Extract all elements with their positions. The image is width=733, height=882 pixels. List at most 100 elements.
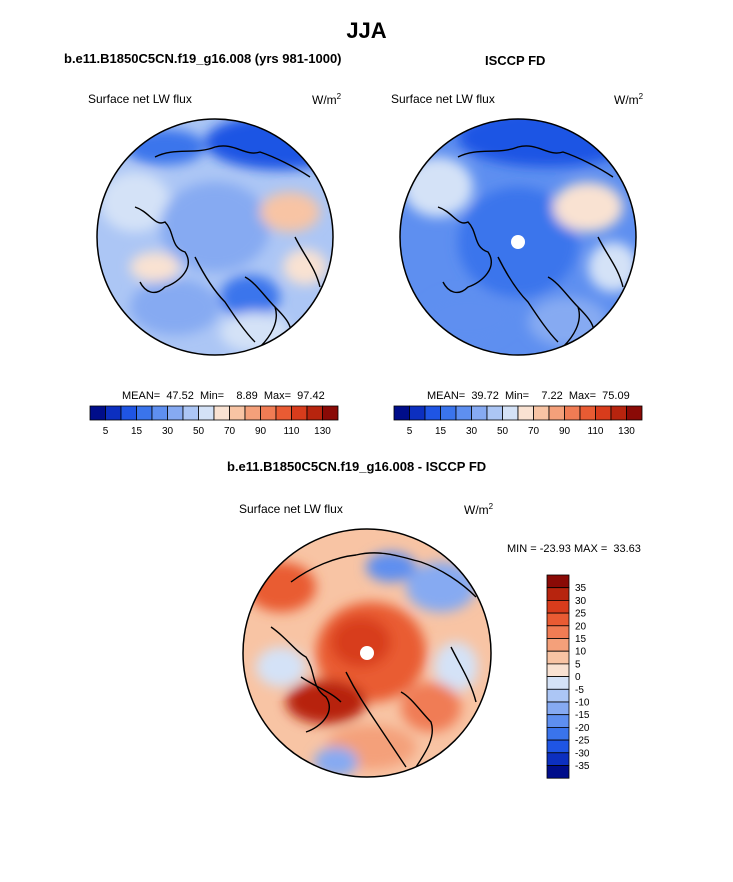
colorbar-box [393, 405, 410, 421]
panel-1-stats: MEAN= 47.52 Min= 8.89 Max= 97.42 [122, 390, 325, 402]
panel-1-units: W/m2 [312, 92, 342, 107]
colorbar-tick-label: 10 [575, 647, 587, 658]
diff-panel-variable: Surface net LW flux [239, 502, 343, 516]
colorbar-box [89, 405, 106, 421]
colorbar-tick-label: -20 [575, 723, 590, 734]
colorbar-tick-label: -25 [575, 736, 590, 747]
panel-1-title: b.e11.B1850C5CN.f19_g16.008 (yrs 981-100… [64, 51, 342, 66]
diff-panel-title: b.e11.B1850C5CN.f19_g16.008 - ISCCP FD [227, 459, 487, 474]
map-1-boundary [96, 118, 334, 356]
panel-2-units: W/m2 [614, 92, 644, 107]
diff-panel-map [242, 528, 492, 778]
panel-2-title: ISCCP FD [485, 53, 546, 68]
colorbar-box [546, 663, 570, 678]
colorbar-tick-label: 130 [618, 426, 635, 437]
colorbar-tick-label: 0 [575, 672, 581, 683]
colorbar-tick-label: 15 [131, 426, 143, 437]
colorbar-box [546, 574, 570, 589]
colorbar-box [626, 405, 643, 421]
colorbar-box [260, 405, 277, 421]
colorbar-box [167, 405, 184, 421]
colorbar-tick-label: -30 [575, 748, 590, 759]
diff-map-region-bering-cool [366, 552, 416, 582]
colorbar-box [610, 405, 627, 421]
map-2-boundary [399, 118, 637, 356]
colorbar-tick-label: 70 [528, 426, 540, 437]
map-1-region-greenland-sea [220, 275, 280, 319]
colorbar-box [409, 405, 426, 421]
colorbar-tick-label: 130 [314, 426, 331, 437]
diff-map-region-north-pacific-cool [406, 562, 476, 612]
colorbar-tick-label: 15 [575, 634, 587, 645]
colorbar-tick-label: 70 [224, 426, 236, 437]
map-1-region-alaska-warm [260, 192, 320, 232]
map-1-region-arctic-ocean [160, 182, 270, 272]
map-1-region-north-atlantic [220, 312, 290, 352]
colorbar-box [546, 638, 570, 652]
panel-2-variable: Surface net LW flux [391, 92, 495, 106]
panel-1-colorbar: 5 15 30 50 70 90 110 130 [89, 405, 339, 437]
colorbar-tick-label: 20 [575, 621, 587, 632]
colorbar-box [546, 650, 570, 665]
colorbar-tick-label: 25 [575, 609, 587, 620]
panel-2-map [399, 118, 637, 356]
colorbar-tick-label: -5 [575, 685, 584, 696]
colorbar-box [213, 405, 230, 421]
colorbar-box [455, 405, 472, 421]
colorbar-box [546, 612, 570, 627]
colorbar-box [548, 405, 565, 421]
colorbar-tick-label: 50 [497, 426, 509, 437]
colorbar-box [136, 405, 153, 421]
diff-map-region-east-siberia [246, 562, 316, 612]
colorbar-box [306, 405, 323, 421]
panel-1-map [96, 118, 334, 356]
map-2-region-north-atlantic [528, 297, 608, 347]
map-2-coastlines [437, 145, 624, 348]
map-1-coastlines [134, 145, 321, 348]
colorbar-box [198, 405, 215, 421]
colorbar-box [244, 405, 261, 421]
map-2-region-alaska [553, 182, 623, 232]
colorbar-box [517, 405, 534, 421]
colorbar-tick-label: 15 [435, 426, 447, 437]
colorbar-tick-label: 35 [575, 583, 587, 594]
colorbar-tick-label: 90 [255, 426, 267, 437]
colorbar-box [546, 714, 570, 728]
diff-map-pole-hole [360, 646, 374, 660]
colorbar-tick-label: 30 [466, 426, 478, 437]
panel-2-colorbar: 5 15 30 50 70 90 110 130 [393, 405, 643, 437]
map-2-region-canada [588, 242, 636, 292]
colorbar-box [533, 405, 550, 421]
colorbar-box [502, 405, 519, 421]
colorbar-tick-label: -10 [575, 698, 590, 709]
colorbar-box [546, 752, 570, 766]
colorbar-tick-label: 50 [193, 426, 205, 437]
colorbar-tick-label: 90 [559, 426, 571, 437]
colorbar-box [546, 688, 570, 703]
colorbar-box [440, 405, 457, 421]
colorbar-tick-label: 5 [407, 426, 413, 437]
diff-map-coastlines [270, 552, 477, 768]
colorbar-box [120, 405, 137, 421]
colorbar-tick-label: 110 [588, 426, 604, 437]
map-2-region-central-asia [403, 157, 473, 217]
colorbar-tick-label: -35 [575, 761, 590, 772]
colorbar-box [105, 405, 122, 421]
colorbar-box [275, 405, 292, 421]
colorbar-box [182, 405, 199, 421]
colorbar-box [546, 587, 570, 601]
panel-2-stats: MEAN= 39.72 Min= 7.22 Max= 75.09 [427, 390, 630, 402]
colorbar-tick-label: 5 [575, 659, 581, 670]
diff-map-region-west-cool [256, 647, 306, 687]
colorbar-box [595, 405, 612, 421]
colorbar-box [322, 405, 339, 421]
panel-1-variable: Surface net LW flux [88, 92, 192, 106]
figure-title: JJA [346, 18, 387, 43]
diff-panel-units: W/m2 [464, 502, 494, 517]
colorbar-box [486, 405, 503, 421]
colorbar-box [546, 701, 570, 716]
colorbar-box [546, 676, 570, 690]
colorbar-box [546, 765, 570, 779]
colorbar-box [229, 405, 246, 421]
